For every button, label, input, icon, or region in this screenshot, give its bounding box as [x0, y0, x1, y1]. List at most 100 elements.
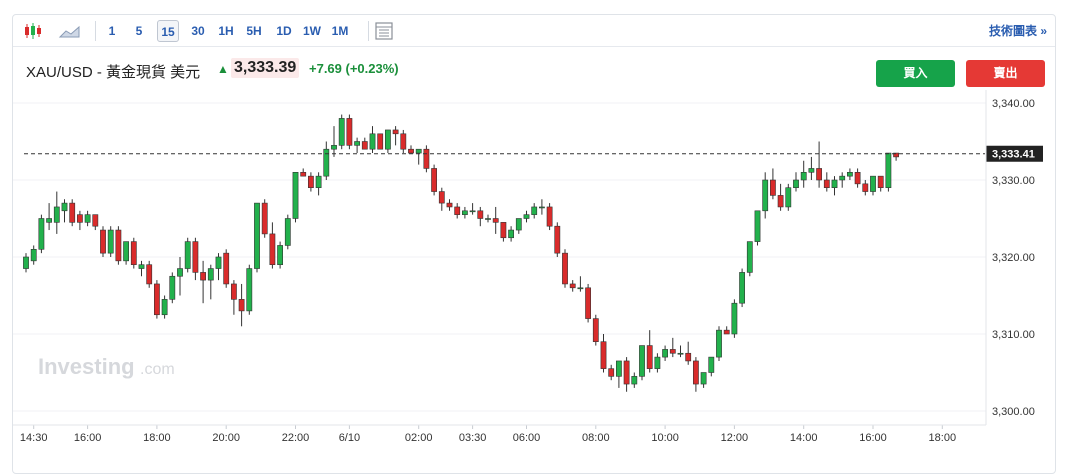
candle	[816, 141, 822, 188]
x-tick-label: 14:30	[20, 432, 48, 444]
candle-body	[862, 183, 869, 192]
candle-body	[769, 179, 776, 196]
candle-body	[700, 372, 707, 385]
candle	[261, 199, 268, 238]
candle-body	[154, 283, 160, 316]
candle	[785, 183, 792, 211]
interval-1w-button[interactable]: 1W	[303, 24, 321, 38]
x-tick-label: 08:00	[582, 432, 610, 444]
candle	[631, 372, 638, 388]
candle	[523, 210, 530, 223]
y-tick-label: 3,320.00	[992, 252, 1035, 264]
candle	[577, 276, 584, 292]
candle-body	[415, 148, 422, 154]
candle	[600, 334, 607, 373]
candle	[177, 257, 183, 296]
candle-body	[100, 229, 106, 254]
candle	[338, 114, 345, 150]
candle-body	[53, 206, 60, 223]
candle	[123, 241, 129, 265]
sell-button[interactable]: 賣出	[966, 60, 1045, 87]
candle	[169, 272, 176, 304]
candle-body	[331, 145, 337, 150]
candle-body	[446, 202, 453, 208]
y-tick-label: 3,310.00	[992, 329, 1035, 341]
candle	[254, 202, 260, 273]
interval-1m-button[interactable]: 1M	[331, 24, 349, 38]
candle-body	[384, 129, 391, 150]
candle	[369, 126, 376, 154]
candle	[893, 152, 899, 161]
candle-body	[716, 329, 722, 358]
candle	[408, 145, 414, 154]
candle	[130, 237, 137, 269]
candle-body	[669, 349, 676, 354]
candle	[238, 283, 245, 327]
candle	[331, 126, 337, 157]
candle-body	[92, 214, 99, 227]
candle-body	[677, 352, 684, 355]
candle-body	[485, 218, 491, 220]
candle	[38, 214, 45, 254]
candle	[377, 133, 384, 150]
candle	[361, 137, 368, 150]
x-tick-label: 16:00	[74, 432, 102, 444]
watermark-suffix: .com	[140, 361, 175, 378]
candle	[423, 145, 430, 173]
candle	[531, 203, 538, 219]
candle	[769, 168, 776, 200]
candle	[292, 172, 299, 223]
candle-body	[169, 275, 176, 300]
interval-5h-button[interactable]: 5H	[246, 24, 262, 38]
candle	[61, 199, 68, 223]
candle	[53, 191, 60, 234]
candle	[700, 372, 707, 388]
candle	[215, 253, 222, 281]
buy-button[interactable]: 買入	[876, 60, 955, 87]
candle	[685, 341, 692, 365]
candle	[138, 260, 145, 277]
candle-body	[146, 264, 153, 285]
candle	[515, 218, 522, 234]
candle	[708, 356, 715, 377]
candle-body	[77, 214, 83, 223]
x-tick-label: 18:00	[929, 432, 957, 444]
candle-body	[200, 272, 206, 281]
candle-body	[608, 368, 615, 377]
data-table-icon[interactable]	[373, 20, 395, 42]
interval-5-button[interactable]: 5	[135, 24, 143, 38]
x-tick-label: 10:00	[651, 432, 679, 444]
interval-1h-button[interactable]: 1H	[218, 24, 234, 38]
toolbar-divider	[368, 21, 369, 41]
candle-body	[654, 356, 661, 369]
candle	[546, 203, 553, 231]
interval-30-button[interactable]: 30	[191, 24, 205, 38]
candle-body	[762, 179, 769, 212]
candle-body	[292, 172, 299, 219]
candle-body	[184, 241, 191, 269]
candle	[100, 226, 106, 257]
interval-15-button[interactable]: 15	[157, 20, 179, 42]
candle	[200, 260, 206, 304]
candle-body	[369, 133, 376, 150]
candlestick-chart-icon[interactable]	[21, 20, 45, 42]
candle	[692, 357, 699, 392]
candle-body	[692, 360, 699, 385]
candle	[592, 314, 599, 346]
area-chart-icon[interactable]	[57, 20, 83, 42]
y-tick-label: 3,330.00	[992, 175, 1035, 187]
candle-body	[492, 218, 499, 223]
candle-body	[84, 214, 91, 223]
candle-body	[69, 202, 76, 223]
interval-1-button[interactable]: 1	[108, 24, 116, 38]
interval-1d-button[interactable]: 1D	[276, 24, 292, 38]
y-tick-label: 3,300.00	[992, 406, 1035, 418]
candle-body	[523, 214, 530, 219]
candle	[431, 164, 437, 196]
candle-body	[885, 152, 892, 189]
candle-body	[223, 252, 230, 285]
candle-body	[23, 256, 29, 269]
candle	[107, 226, 114, 257]
candle-body	[631, 376, 638, 385]
technical-chart-link[interactable]: 技術圖表 »	[988, 24, 1047, 38]
